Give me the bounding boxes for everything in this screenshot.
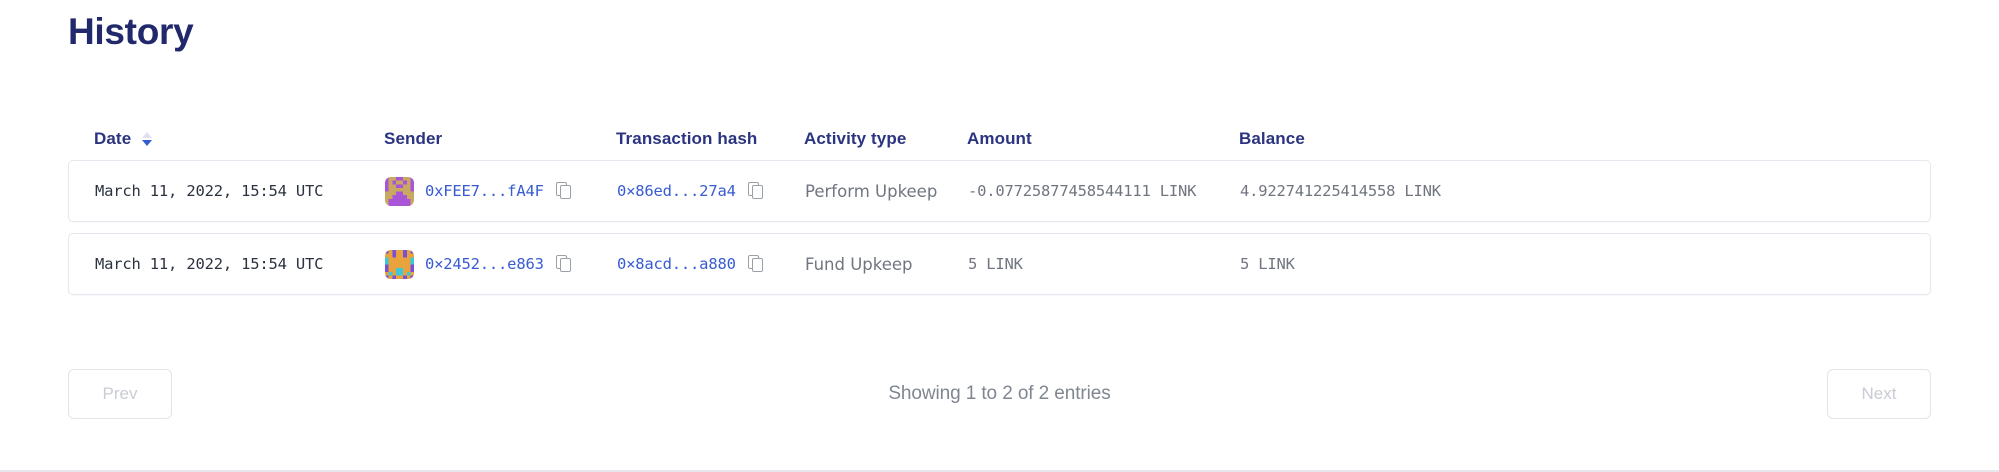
history-table: Date Sender Transaction hash Activity ty… xyxy=(68,118,1931,306)
transaction-hash-link[interactable]: 0×8acd...a880 xyxy=(617,255,736,273)
column-header-date[interactable]: Date xyxy=(94,129,384,149)
next-page-button[interactable]: Next xyxy=(1827,369,1931,419)
column-header-balance[interactable]: Balance xyxy=(1239,129,1905,149)
column-header-sender[interactable]: Sender xyxy=(384,129,616,149)
cell-balance: 5 LINK xyxy=(1240,255,1295,273)
cell-activity-type: Fund Upkeep xyxy=(805,254,913,274)
sender-blockie-avatar xyxy=(385,176,414,206)
cell-transaction-hash: 0×86ed...27a4 xyxy=(617,182,805,200)
caret-up-icon xyxy=(142,132,153,138)
transaction-hash-link[interactable]: 0×86ed...27a4 xyxy=(617,182,736,200)
column-header-transaction-hash[interactable]: Transaction hash xyxy=(616,129,804,149)
cell-transaction-hash: 0×8acd...a880 xyxy=(617,255,805,273)
table-row[interactable]: March 11, 2022, 15:54 UTC xyxy=(68,233,1931,295)
column-header-sender-label: Sender xyxy=(384,129,443,148)
copy-hash-icon[interactable] xyxy=(747,182,764,200)
sender-address-link[interactable]: 0×2452...e863 xyxy=(425,255,544,273)
sender-blockie-avatar xyxy=(385,249,414,279)
caret-down-icon xyxy=(142,140,153,146)
column-header-activity-type-label: Activity type xyxy=(804,129,907,148)
pagination-bar: Prev Showing 1 to 2 of 2 entries Next xyxy=(68,368,1931,420)
cell-activity-type: Perform Upkeep xyxy=(805,181,938,201)
copy-hash-icon[interactable] xyxy=(747,255,764,273)
copy-sheet-front xyxy=(559,185,571,199)
column-header-balance-label: Balance xyxy=(1239,129,1305,148)
table-header-row: Date Sender Transaction hash Activity ty… xyxy=(68,118,1931,160)
column-header-date-label: Date xyxy=(94,129,132,148)
table-row[interactable]: March 11, 2022, 15:54 UTC xyxy=(68,160,1931,222)
cell-balance: 4.922741225414558 LINK xyxy=(1240,182,1441,200)
copy-sender-icon[interactable] xyxy=(555,255,572,273)
column-header-amount-label: Amount xyxy=(967,129,1032,148)
copy-sheet-front xyxy=(751,258,763,272)
cell-date: March 11, 2022, 15:54 UTC xyxy=(95,182,324,200)
column-header-transaction-hash-label: Transaction hash xyxy=(616,129,758,148)
copy-sheet-front xyxy=(559,258,571,272)
sender-address-link[interactable]: 0xFEE7...fA4F xyxy=(425,182,544,200)
cell-date: March 11, 2022, 15:54 UTC xyxy=(95,255,324,273)
cell-sender: 0xFEE7...fA4F xyxy=(385,176,617,206)
sort-descending-icon[interactable] xyxy=(141,132,153,146)
showing-entries-label: Showing 1 to 2 of 2 entries xyxy=(888,383,1111,404)
copy-sender-icon[interactable] xyxy=(555,182,572,200)
column-header-amount[interactable]: Amount xyxy=(967,129,1239,149)
cell-amount: 5 LINK xyxy=(968,255,1023,273)
column-header-activity-type[interactable]: Activity type xyxy=(804,129,967,149)
cell-sender: 0×2452...e863 xyxy=(385,249,617,279)
page-title: History xyxy=(68,11,194,52)
prev-page-button[interactable]: Prev xyxy=(68,369,172,419)
cell-amount: -0.07725877458544111 LINK xyxy=(968,182,1197,200)
copy-sheet-front xyxy=(751,185,763,199)
